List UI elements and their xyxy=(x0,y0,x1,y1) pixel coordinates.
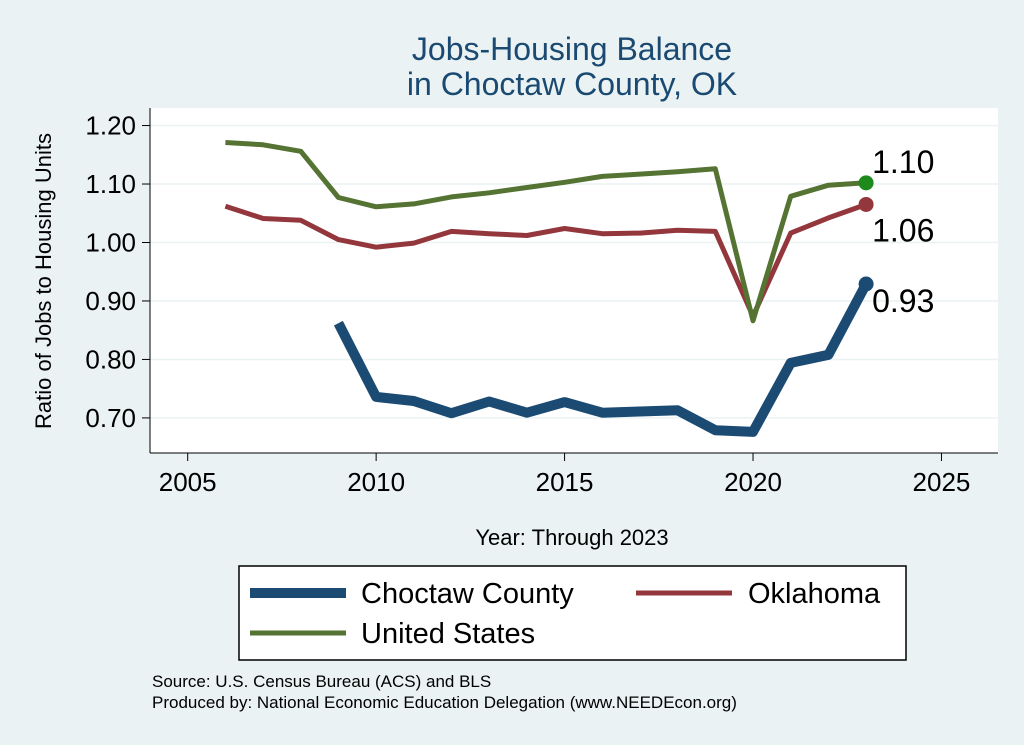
chart-title-line-1: Jobs-Housing Balance xyxy=(412,31,732,67)
end-label-united-states: 1.10 xyxy=(872,144,934,180)
x-ticks: 2005 2010 2015 2020 2025 xyxy=(159,453,971,497)
y-ticks: 0.70 0.80 0.90 1.00 1.10 1.20 xyxy=(85,111,150,433)
end-marker-choctaw-county xyxy=(858,276,874,292)
x-axis-label: Year: Through 2023 xyxy=(475,525,668,550)
legend-label-oklahoma: Oklahoma xyxy=(748,578,881,610)
end-markers: 0.93 1.06 1.10 xyxy=(858,144,934,319)
y-tick-label: 1.10 xyxy=(85,169,136,199)
source-note: Source: U.S. Census Bureau (ACS) and BLS xyxy=(152,672,491,691)
x-tick-label: 2025 xyxy=(913,467,971,497)
x-tick-label: 2005 xyxy=(159,467,217,497)
y-axis-label: Ratio of Jobs to Housing Units xyxy=(31,133,56,429)
x-tick-label: 2010 xyxy=(347,467,405,497)
y-tick-label: 1.00 xyxy=(85,227,136,257)
y-tick-label: 0.70 xyxy=(85,403,136,433)
legend: Choctaw County Oklahoma United States xyxy=(238,565,907,661)
y-tick-label: 0.90 xyxy=(85,286,136,316)
y-tick-label: 1.20 xyxy=(85,111,136,141)
x-tick-label: 2020 xyxy=(724,467,782,497)
legend-label-united-states: United States xyxy=(361,618,535,650)
legend-box xyxy=(238,565,907,661)
legend-label-choctaw-county: Choctaw County xyxy=(361,578,574,610)
series-lines xyxy=(224,140,871,437)
end-marker-united-states xyxy=(858,175,874,191)
series-line-united-states xyxy=(225,140,867,324)
plot-area xyxy=(150,108,998,453)
x-tick-label: 2015 xyxy=(536,467,594,497)
chart-title-line-2: in Choctaw County, OK xyxy=(407,66,737,102)
y-tick-label: 0.80 xyxy=(85,344,136,374)
gridlines xyxy=(150,124,998,419)
producer-note: Produced by: National Economic Education… xyxy=(152,693,737,712)
series-line-choctaw-county xyxy=(333,281,871,437)
end-label-choctaw-county: 0.93 xyxy=(872,283,934,319)
end-marker-oklahoma xyxy=(858,196,874,212)
end-label-oklahoma: 1.06 xyxy=(872,212,934,248)
